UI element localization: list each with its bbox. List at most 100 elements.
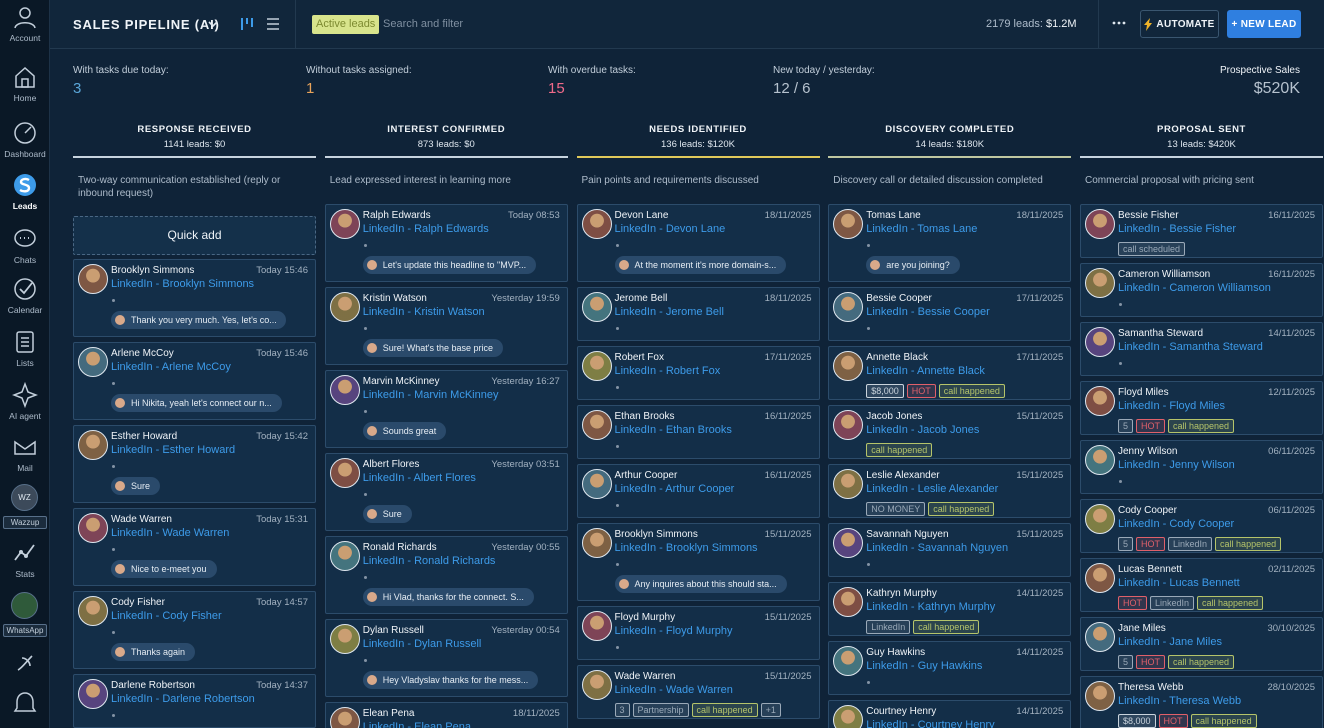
lead-name[interactable]: Ralph Edwards: [362, 210, 431, 221]
lead-source[interactable]: LinkedIn - Savannah Nguyen: [866, 542, 1009, 554]
lead-card[interactable]: Lucas Bennett 02/11/2025 LinkedIn - Lucas …: [1080, 558, 1323, 612]
lead-source[interactable]: LinkedIn - Jacob Jones: [866, 424, 980, 436]
lead-name[interactable]: Leslie Alexander: [866, 470, 940, 481]
list-view-icon[interactable]: [266, 17, 280, 31]
side-item[interactable]: Mail: [0, 434, 50, 473]
lead-source[interactable]: LinkedIn - Annette Black: [866, 365, 985, 377]
lead-name[interactable]: Albert Flores: [362, 459, 420, 470]
lead-source[interactable]: LinkedIn - Albert Flores: [362, 472, 476, 484]
lead-card[interactable]: Marvin McKinney Yesterday 16:27 LinkedIn -…: [324, 370, 568, 448]
lead-name[interactable]: Brooklyn Simmons: [111, 265, 195, 276]
lead-name[interactable]: Arthur Cooper: [614, 470, 678, 481]
lead-name[interactable]: Samantha Steward: [1118, 328, 1204, 339]
lead-source[interactable]: LinkedIn - Bessie Fisher: [1118, 223, 1236, 235]
side-badge[interactable]: WZ: [11, 484, 38, 511]
lead-card[interactable]: Robert Fox 17/11/2025 LinkedIn - Robert Fo…: [576, 346, 820, 400]
lead-name[interactable]: Bessie Fisher: [1118, 210, 1179, 221]
lead-source[interactable]: LinkedIn - Elean Pena: [362, 721, 471, 728]
new-lead-button[interactable]: + NEW LEAD: [1227, 10, 1301, 38]
lead-name[interactable]: Guy Hawkins: [866, 647, 926, 658]
search-input[interactable]: Search and filter: [383, 18, 464, 30]
lead-source[interactable]: LinkedIn - Floyd Miles: [1118, 400, 1225, 412]
lead-card[interactable]: Kathryn Murphy 14/11/2025 LinkedIn - Kathr…: [828, 582, 1072, 636]
lead-card[interactable]: Dylan Russell Yesterday 00:54 LinkedIn - D…: [324, 619, 568, 697]
lead-source[interactable]: LinkedIn - Wade Warren: [614, 684, 733, 696]
lead-source[interactable]: LinkedIn - Kathryn Murphy: [866, 601, 996, 613]
lead-card[interactable]: Brooklyn Simmons 15/11/2025 LinkedIn - Bro…: [576, 523, 820, 601]
board-view-icon[interactable]: [240, 16, 254, 32]
lead-name[interactable]: Kathryn Murphy: [866, 588, 937, 599]
lead-card[interactable]: Esther Howard Today 15:42 LinkedIn - Esthe…: [73, 425, 316, 503]
filter-chip[interactable]: Active leads: [312, 15, 380, 34]
lead-card[interactable]: Samantha Steward 14/11/2025 LinkedIn - Sam…: [1080, 322, 1323, 376]
lead-source[interactable]: LinkedIn - Kristin Watson: [362, 306, 485, 318]
more-menu[interactable]: [1112, 20, 1126, 26]
lead-source[interactable]: LinkedIn - Cody Cooper: [1118, 518, 1235, 530]
lead-source[interactable]: LinkedIn - Cody Fisher: [111, 610, 222, 622]
lead-name[interactable]: Devon Lane: [614, 210, 669, 221]
lead-card[interactable]: Cameron Williamson 16/11/2025 LinkedIn - C…: [1080, 263, 1323, 317]
lead-card[interactable]: Wade Warren 15/11/2025 LinkedIn - Wade War…: [576, 665, 820, 719]
lead-card[interactable]: Guy Hawkins 14/11/2025 LinkedIn - Guy Hawk…: [828, 641, 1072, 695]
lead-source[interactable]: LinkedIn - Jane Miles: [1118, 636, 1222, 648]
lead-source[interactable]: LinkedIn - Arthur Cooper: [614, 483, 735, 495]
lead-name[interactable]: Wade Warren: [111, 514, 172, 525]
lead-source[interactable]: LinkedIn - Ethan Brooks: [614, 424, 732, 436]
lead-card[interactable]: Floyd Miles 12/11/2025 LinkedIn - Floyd Mi…: [1080, 381, 1323, 435]
lead-name[interactable]: Darlene Robertson: [111, 680, 195, 691]
lead-card[interactable]: Courtney Henry 14/11/2025 LinkedIn - Court…: [828, 700, 1072, 728]
lead-card[interactable]: Wade Warren Today 15:31 LinkedIn - Wade Wa…: [73, 508, 316, 586]
lead-name[interactable]: Floyd Murphy: [614, 612, 676, 623]
lead-name[interactable]: Annette Black: [866, 352, 928, 363]
lead-card[interactable]: Jenny Wilson 06/11/2025 LinkedIn - Jenny W…: [1080, 440, 1323, 494]
lead-card[interactable]: Albert Flores Yesterday 03:51 LinkedIn - A…: [324, 453, 568, 531]
lead-name[interactable]: Theresa Webb: [1118, 682, 1184, 693]
lead-name[interactable]: Savannah Nguyen: [866, 529, 949, 540]
lead-name[interactable]: Floyd Miles: [1118, 387, 1169, 398]
chevron[interactable]: [207, 18, 219, 30]
lead-card[interactable]: Theresa Webb 28/10/2025 LinkedIn - Theresa…: [1080, 676, 1323, 728]
lead-name[interactable]: Cody Fisher: [111, 597, 165, 608]
lead-source[interactable]: LinkedIn - Theresa Webb: [1118, 695, 1242, 707]
side-item[interactable]: Lists: [0, 329, 50, 368]
side-item[interactable]: Chats: [0, 226, 50, 265]
side-item[interactable]: Calendar: [0, 276, 50, 315]
lead-name[interactable]: Jane Miles: [1118, 623, 1166, 634]
lead-name[interactable]: Cody Cooper: [1118, 505, 1177, 516]
lead-name[interactable]: Brooklyn Simmons: [614, 529, 698, 540]
lead-card[interactable]: Devon Lane 18/11/2025 LinkedIn - Devon Lan…: [576, 204, 820, 282]
lead-card[interactable]: Leslie Alexander 15/11/2025 LinkedIn - Les…: [828, 464, 1072, 518]
lead-card[interactable]: Bessie Fisher 16/11/2025 LinkedIn - Bessie…: [1080, 204, 1323, 258]
lead-name[interactable]: Courtney Henry: [866, 706, 937, 717]
lead-card[interactable]: Elean Pena 18/11/2025 LinkedIn - Elean Pen…: [324, 702, 568, 728]
lead-name[interactable]: Ronald Richards: [362, 542, 437, 553]
lead-card[interactable]: Ronald Richards Yesterday 00:55 LinkedIn -…: [324, 536, 568, 614]
lead-name[interactable]: Arlene McCoy: [111, 348, 174, 359]
lead-name[interactable]: Marvin McKinney: [362, 376, 440, 387]
lead-name[interactable]: Robert Fox: [614, 352, 664, 363]
lead-source[interactable]: LinkedIn - Courtney Henry: [866, 719, 995, 728]
lead-source[interactable]: LinkedIn - Ronald Richards: [362, 555, 496, 567]
lead-card[interactable]: Jane Miles 30/10/2025 LinkedIn - Jane Mile…: [1080, 617, 1323, 671]
lead-name[interactable]: Wade Warren: [614, 671, 676, 682]
lead-source[interactable]: LinkedIn - Guy Hawkins: [866, 660, 983, 672]
side-item[interactable]: Account: [0, 4, 50, 43]
lead-card[interactable]: Tomas Lane 18/11/2025 LinkedIn - Tomas Lan…: [828, 204, 1072, 282]
lead-name[interactable]: Jenny Wilson: [1118, 446, 1178, 457]
lead-source[interactable]: LinkedIn - Samantha Steward: [1118, 341, 1263, 353]
lead-source[interactable]: LinkedIn - Tomas Lane: [866, 223, 978, 235]
lead-source[interactable]: LinkedIn - Jenny Wilson: [1118, 459, 1235, 471]
lead-card[interactable]: Floyd Murphy 15/11/2025 LinkedIn - Floyd M…: [576, 606, 820, 660]
lead-card[interactable]: Ethan Brooks 16/11/2025 LinkedIn - Ethan B…: [576, 405, 820, 459]
lead-card[interactable]: Cody Cooper 06/11/2025 LinkedIn - Cody Coo…: [1080, 499, 1323, 553]
lead-source[interactable]: LinkedIn - Dylan Russell: [362, 638, 482, 650]
lead-name[interactable]: Jacob Jones: [866, 411, 923, 422]
lead-source[interactable]: LinkedIn - Arlene McCoy: [111, 361, 231, 373]
lead-card[interactable]: Annette Black 17/11/2025 LinkedIn - Annett…: [828, 346, 1072, 400]
lead-card[interactable]: Ralph Edwards Today 08:53 LinkedIn - Ralph…: [324, 204, 568, 282]
lead-name[interactable]: Elean Pena: [362, 708, 415, 719]
lead-card[interactable]: Brooklyn Simmons Today 15:46 LinkedIn - Br…: [73, 259, 316, 337]
side-item[interactable]: AI agent: [0, 382, 50, 421]
quick-add[interactable]: Quick add: [73, 216, 316, 255]
lead-card[interactable]: Kristin Watson Yesterday 19:59 LinkedIn - …: [324, 287, 568, 365]
